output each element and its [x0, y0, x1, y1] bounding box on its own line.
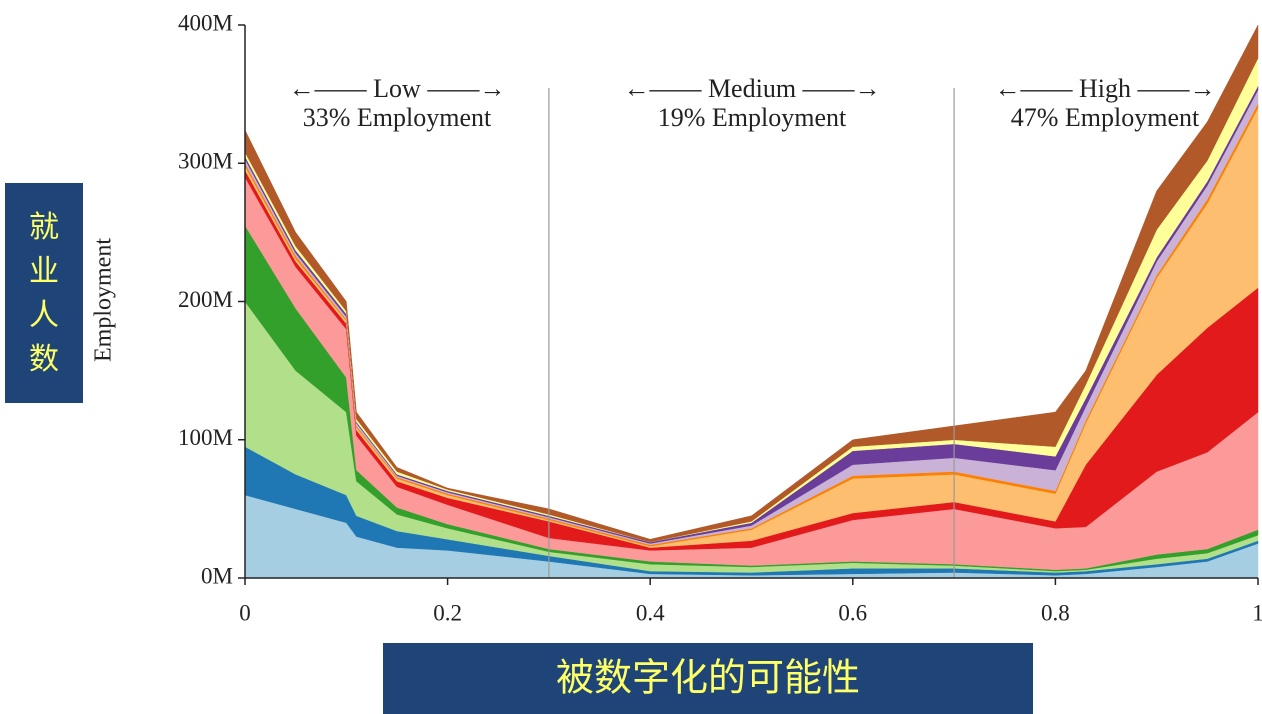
x-tick-label: 1 [1252, 600, 1262, 625]
y-tick-label: 400M [178, 10, 233, 35]
y-tick-label: 100M [178, 425, 233, 450]
annotation-share: 47% Employment [1011, 103, 1200, 132]
x-tick-label: 0 [239, 600, 251, 625]
y-overlay-text: 就业人数 [29, 210, 59, 377]
x-overlay-text: 被数字化的可能性 [556, 656, 860, 700]
x-tick-label: 0.8 [1041, 600, 1070, 625]
x-tick-label: 0.2 [433, 600, 462, 625]
annotation-range: ←—— Low ——→ [289, 74, 506, 103]
annotation-range: ←—— Medium ——→ [623, 74, 880, 103]
x-tick-label: 0.4 [636, 600, 665, 625]
overlay-char: 人 [29, 298, 59, 333]
x-overlay-box [383, 643, 1033, 714]
y-tick-label: 300M [178, 149, 233, 174]
y-axis-label: Employment [91, 238, 117, 362]
overlay-y: 就业人数 [29, 210, 59, 377]
x-tick-label: 0.6 [838, 600, 867, 625]
annotation-range: ←—— High ——→ [995, 74, 1216, 103]
annotation-share: 19% Employment [658, 103, 847, 132]
area [244, 24, 1259, 543]
overlay-char: 业 [29, 254, 59, 289]
annotation-share: 33% Employment [303, 103, 492, 132]
y-tick-label: 0M [201, 563, 233, 588]
overlay-char: 就 [29, 210, 59, 245]
y-tick-label: 200M [178, 287, 233, 312]
y-overlay-box [5, 183, 83, 403]
overlay-char: 数 [29, 342, 59, 377]
